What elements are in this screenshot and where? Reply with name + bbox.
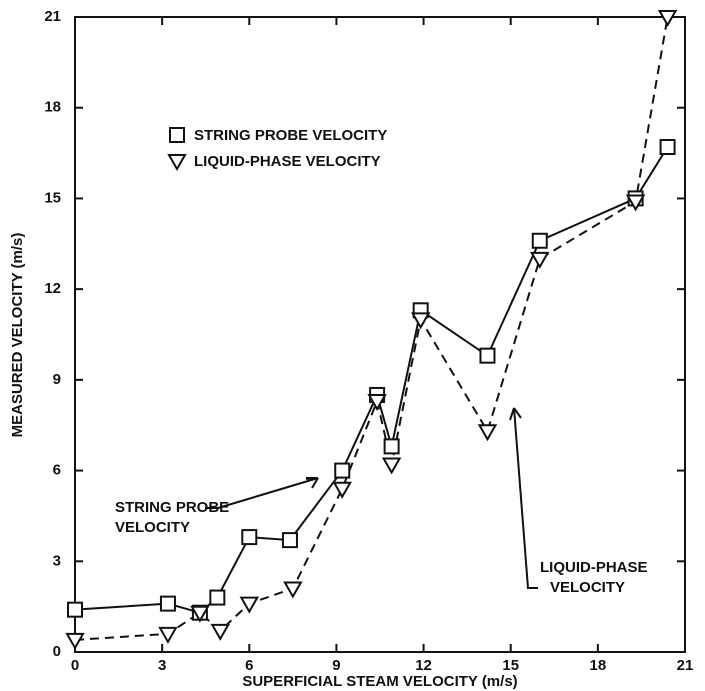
annotation-arrows [205, 407, 538, 589]
y-tick-label: 12 [44, 280, 61, 297]
x-tick-label: 9 [332, 657, 340, 674]
annotation: STRING PROBE [115, 499, 229, 516]
x-tick-label: 12 [415, 657, 432, 674]
triangle-marker [65, 632, 85, 650]
x-tick-label: 6 [245, 657, 253, 674]
square-marker [159, 595, 176, 612]
square-marker [241, 529, 258, 546]
triangle-marker [367, 394, 387, 412]
square-marker [209, 589, 226, 606]
square-marker [383, 438, 400, 455]
x-axis-label: SUPERFICIAL STEAM VELOCITY (m/s) [242, 673, 517, 690]
x-tick-label: 18 [590, 657, 607, 674]
annotation: VELOCITY [115, 519, 190, 536]
x-tick-label: 15 [502, 657, 519, 674]
triangle-marker [332, 481, 352, 499]
square-marker [659, 139, 676, 156]
y-tick-label: 15 [44, 189, 61, 206]
y-tick-label: 9 [53, 371, 61, 388]
triangle-marker [239, 596, 260, 614]
x-tick-label: 3 [158, 657, 166, 674]
y-tick-label: 21 [44, 8, 61, 25]
arrow-head [305, 477, 319, 489]
legend-marker [169, 127, 185, 143]
y-tick-label: 3 [53, 552, 61, 569]
triangle-marker [158, 626, 178, 644]
square-marker [531, 232, 548, 249]
annotation-arrow [509, 407, 538, 589]
triangle-marker [530, 251, 550, 269]
annotation-arrow [205, 477, 319, 509]
y-axis-label: MEASURED VELOCITY (m/s) [9, 233, 26, 438]
triangle-marker [381, 457, 402, 475]
triangle-marker [210, 623, 230, 641]
triangle-marker [190, 605, 210, 623]
x-tick-label: 21 [677, 657, 694, 674]
triangle-marker [625, 194, 646, 212]
square-marker [67, 601, 83, 618]
triangle-marker [410, 312, 431, 330]
annotation: LIQUID-PHASE [540, 559, 648, 576]
plot-frame [74, 16, 686, 653]
triangle-marker [283, 581, 303, 599]
triangle-marker [657, 10, 678, 28]
legend-marker [167, 154, 187, 172]
annotation: VELOCITY [550, 579, 625, 596]
series-line [74, 16, 669, 641]
y-tick-label: 18 [44, 99, 61, 116]
legend-label: LIQUID-PHASE VELOCITY [194, 153, 381, 170]
y-tick-label: 0 [53, 643, 61, 660]
triangle-marker [477, 424, 498, 442]
square-marker [281, 532, 298, 549]
x-tick-label: 0 [71, 657, 79, 674]
square-marker [334, 462, 351, 479]
series-line [74, 146, 669, 614]
y-tick-label: 6 [53, 462, 61, 479]
legend-label: STRING PROBE VELOCITY [194, 127, 387, 144]
square-marker [479, 347, 496, 364]
